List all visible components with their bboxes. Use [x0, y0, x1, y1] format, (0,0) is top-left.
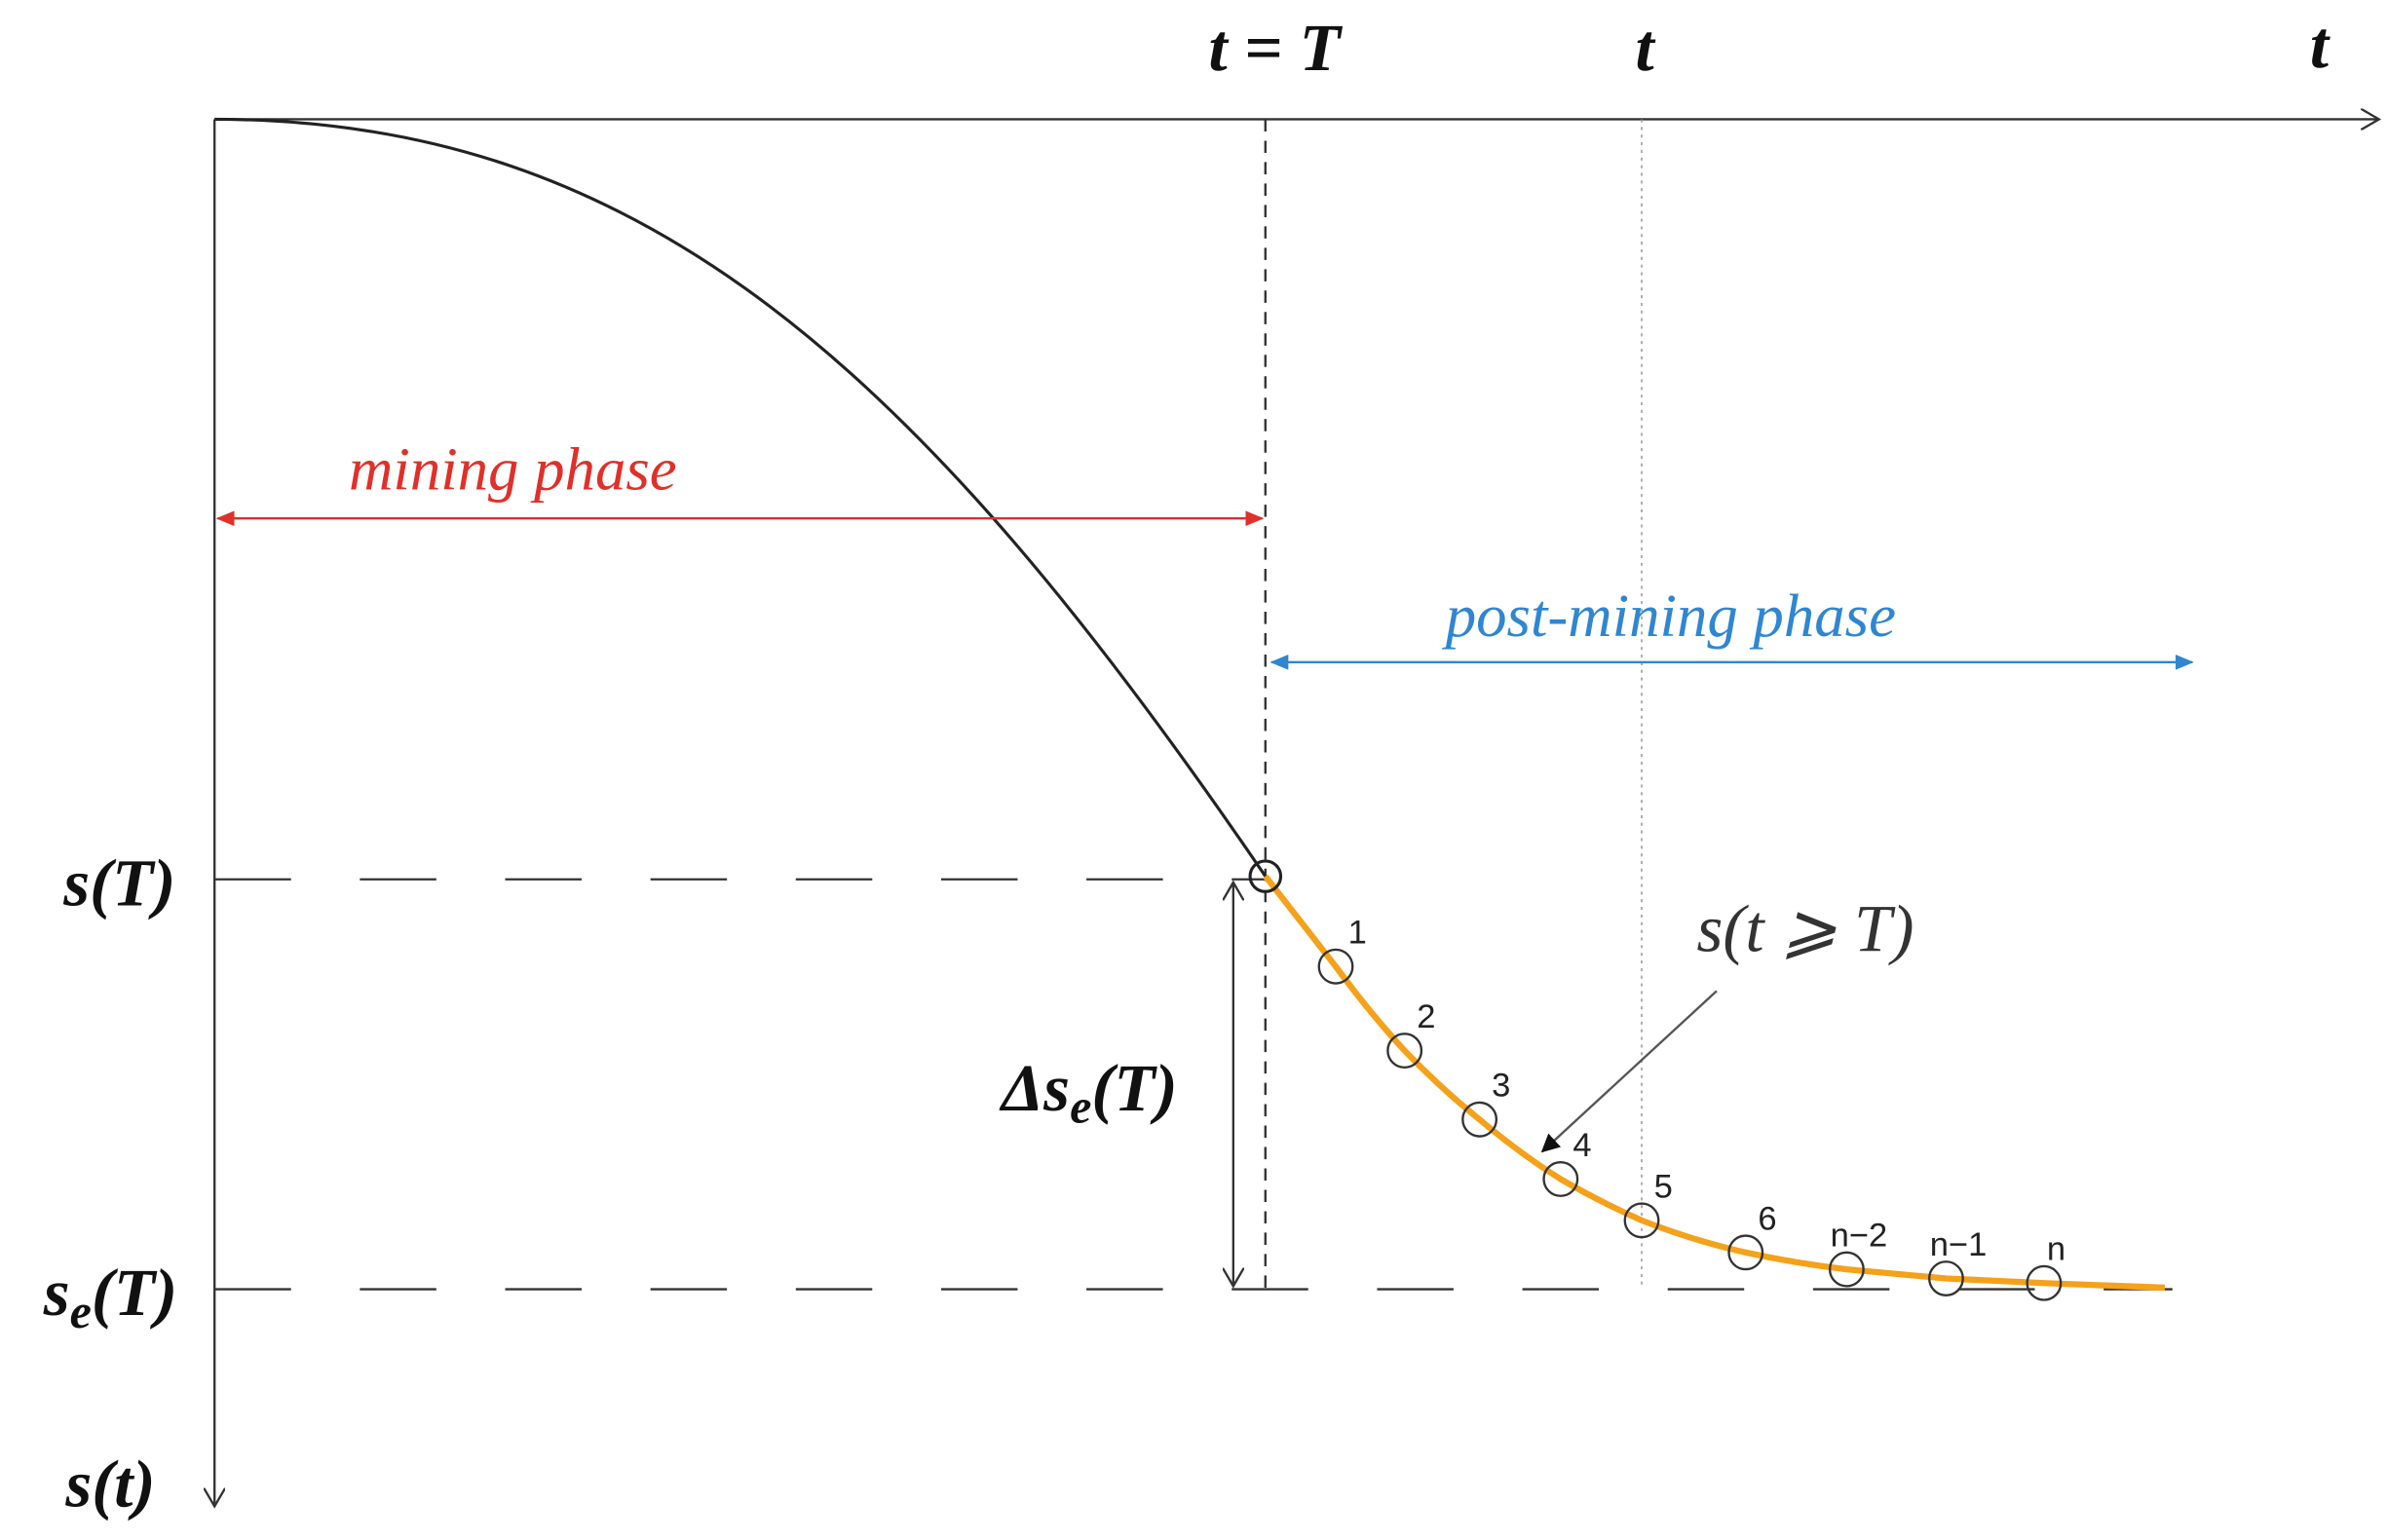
rest: (T) — [1091, 1050, 1177, 1125]
sample-point — [2026, 1264, 2063, 1301]
point-label: 6 — [1758, 1200, 1776, 1237]
point-label: n — [2047, 1231, 2065, 1268]
sample-point — [1386, 1033, 1423, 1070]
mining-phase-label: mining phase — [349, 434, 677, 503]
base: s — [43, 1255, 70, 1330]
point-label: 4 — [1572, 1127, 1591, 1164]
point-label: 2 — [1417, 998, 1435, 1035]
point-label: n−1 — [1930, 1226, 1988, 1263]
se-T-label: se(T) — [43, 1255, 177, 1338]
sample-point — [1542, 1161, 1579, 1197]
post-mining-phase-label: post-mining phase — [1442, 582, 1896, 650]
sample-point — [1828, 1251, 1865, 1288]
s-axis-label: s(t) — [64, 1446, 155, 1521]
t-axis-label: t — [2310, 7, 2330, 82]
sample-point — [1727, 1234, 1764, 1271]
mining-curve — [214, 117, 1268, 878]
point-label: 3 — [1492, 1068, 1510, 1105]
sample-point — [1317, 948, 1354, 985]
point-label: 5 — [1654, 1168, 1673, 1205]
post-mining-curve — [1263, 874, 2166, 1292]
point-label: 1 — [1348, 915, 1367, 952]
sample-point — [1461, 1101, 1498, 1138]
point-T — [1248, 859, 1283, 893]
sample-point — [1623, 1202, 1660, 1239]
delta-label: Δse(T) — [999, 1050, 1178, 1134]
point-label: n−2 — [1831, 1218, 1888, 1255]
sample-point — [1927, 1260, 1964, 1296]
sub: e — [70, 1284, 92, 1338]
s-T-label: s(T) — [62, 845, 175, 920]
t-label: t — [1636, 10, 1656, 85]
sub: e — [1070, 1078, 1091, 1133]
base: Δs — [999, 1050, 1070, 1125]
curve-label: s(t ⩾ T) — [1697, 891, 1914, 966]
curve-pointer — [1540, 990, 1718, 1153]
rest: (T) — [92, 1255, 177, 1330]
t-T-label: t = T — [1209, 10, 1344, 85]
